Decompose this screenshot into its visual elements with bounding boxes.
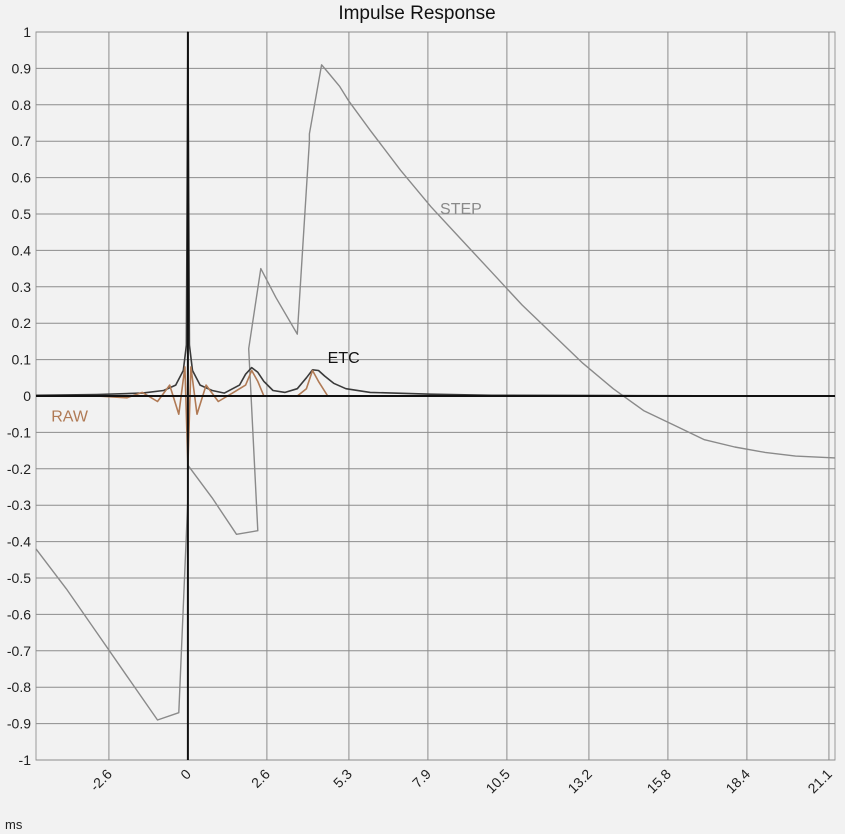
y-tick-label: 0.2: [12, 315, 32, 331]
series-label-etc: ETC: [328, 350, 360, 367]
y-tick-label: 0.7: [12, 133, 32, 149]
y-tick-label: 0.4: [12, 242, 32, 258]
axis-layer: [36, 32, 835, 760]
series-line-etc: [35, 31, 836, 397]
y-tick-label: 1: [23, 24, 31, 40]
chart-title: Impulse Response: [338, 3, 495, 24]
y-tick-label: -0.2: [7, 461, 31, 477]
x-axis-unit-label: ms: [5, 817, 23, 832]
y-tick-label: 0.8: [12, 97, 32, 113]
y-tick-label: -0.3: [7, 497, 31, 513]
series-line-raw: [36, 366, 835, 467]
y-tick-label: -0.6: [7, 606, 31, 622]
y-tick-label: 0.5: [12, 206, 32, 222]
y-tick-label: 0.1: [12, 352, 32, 368]
y-tick-label: 0.9: [12, 60, 32, 76]
y-tick-label: -0.8: [7, 679, 31, 695]
y-tick-label: -1: [19, 752, 32, 768]
y-tick-label: 0.6: [12, 170, 32, 186]
y-tick-label: 0: [23, 388, 31, 404]
y-tick-label: -0.7: [7, 643, 31, 659]
y-tick-label: -0.4: [7, 534, 31, 550]
y-tick-label: 0.3: [12, 279, 32, 295]
y-tick-label: -0.1: [7, 424, 31, 440]
y-tick-label: -0.5: [7, 570, 31, 586]
y-tick-label: -0.9: [7, 716, 31, 732]
series-label-step: STEP: [440, 201, 482, 218]
series-label-raw: RAW: [51, 408, 89, 425]
